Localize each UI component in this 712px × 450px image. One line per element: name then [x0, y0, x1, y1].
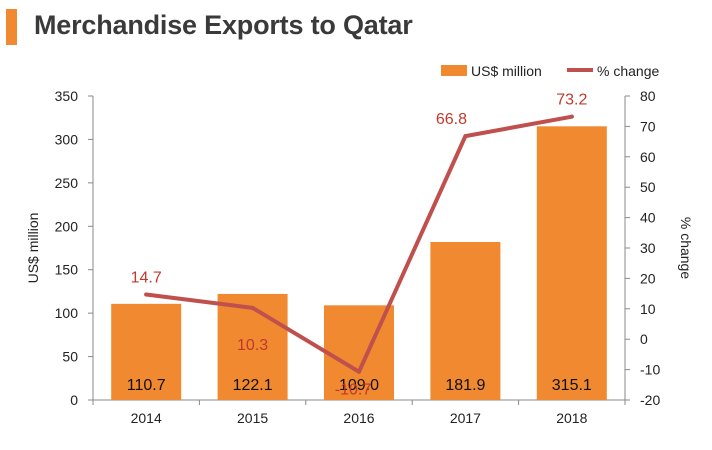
y-left-tick-label: 200: [55, 218, 79, 234]
bar-value-label: 122.1: [233, 377, 273, 394]
y-right-tick-label: 60: [640, 149, 656, 165]
y-right-tick-label: 30: [640, 240, 656, 256]
legend-label-line: % change: [597, 63, 659, 79]
line-point: [144, 292, 149, 297]
bar: [430, 242, 501, 400]
y-right-tick-label: 40: [640, 210, 656, 226]
y-left-tick-label: 100: [55, 305, 79, 321]
y-left-tick-label: 350: [55, 88, 79, 104]
y-right-tick-label: 70: [640, 118, 656, 134]
y-left-tick-label: 300: [55, 131, 79, 147]
x-tick-label: 2016: [343, 410, 374, 426]
y-right-tick-label: 80: [640, 88, 656, 104]
bar-value-label: 181.9: [445, 377, 485, 394]
pct-value-label: 66.8: [436, 111, 467, 128]
y-left-tick-label: 150: [55, 262, 79, 278]
bar: [536, 126, 607, 400]
y-right-tick-label: 20: [640, 270, 656, 286]
bar-value-label: 110.7: [127, 377, 166, 394]
legend-swatch-bar: [441, 65, 467, 76]
title-accent-bar: [6, 9, 17, 45]
y-right-tick-label: 50: [640, 179, 656, 195]
x-tick-label: 2015: [237, 410, 268, 426]
y-right-tick-label: 0: [640, 331, 648, 347]
y-left-tick-label: 250: [55, 175, 79, 191]
y-left-tick-label: 50: [62, 349, 78, 365]
line-point: [250, 305, 255, 310]
y-right-tick-label: -10: [640, 362, 660, 378]
pct-value-label: 14.7: [131, 270, 162, 287]
bar: [217, 293, 288, 400]
line-point: [569, 114, 574, 119]
x-tick-label: 2014: [131, 410, 162, 426]
line-point: [463, 134, 468, 139]
bar: [111, 303, 182, 400]
y-axis-left-title: US$ million: [25, 213, 41, 284]
y-right-tick-label: 10: [640, 301, 656, 317]
y-axis-right-title: % change: [678, 217, 694, 279]
x-tick-label: 2018: [556, 410, 587, 426]
pct-value-label: -10.7: [335, 382, 372, 399]
bar-value-label: 315.1: [552, 377, 592, 394]
line-point: [357, 369, 361, 374]
pct-value-label: 73.2: [556, 92, 587, 109]
legend-label-bar: US$ million: [471, 63, 542, 79]
y-left-tick-label: 0: [70, 392, 78, 408]
pct-value-label: 10.3: [237, 337, 268, 354]
chart-title: Merchandise Exports to Qatar: [34, 10, 413, 40]
x-tick-label: 2017: [450, 410, 481, 426]
y-right-tick-label: -20: [640, 392, 660, 408]
bar-value-label: 109.0: [339, 377, 379, 394]
